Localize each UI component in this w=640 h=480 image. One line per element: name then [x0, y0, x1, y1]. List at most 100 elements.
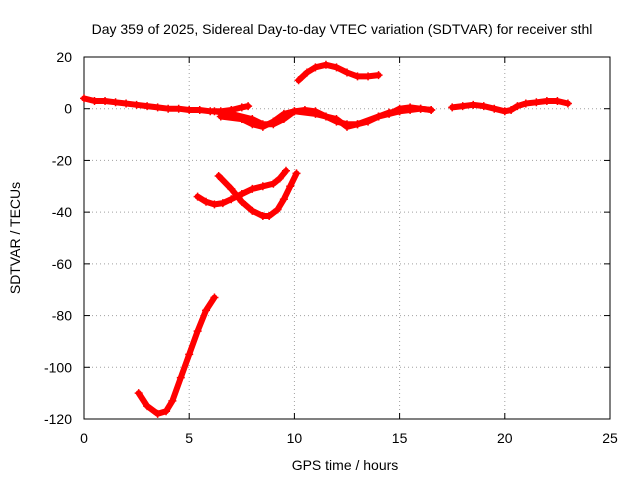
data-point — [321, 60, 330, 69]
y-axis-label: SDTVAR / TECUs — [7, 182, 23, 294]
data-point — [258, 182, 267, 191]
series-arc-8 — [214, 169, 301, 221]
data-point — [332, 115, 341, 124]
data-point — [101, 96, 110, 105]
data-point — [507, 106, 516, 115]
data-point — [237, 103, 246, 112]
data-point — [132, 100, 141, 109]
x-tick-label: 10 — [287, 430, 303, 446]
data-point — [279, 109, 288, 118]
series-arc-7 — [193, 166, 290, 209]
series-arc-9 — [134, 293, 219, 418]
data-point — [353, 72, 362, 81]
data-point — [237, 197, 246, 206]
y-tick-label: -60 — [52, 256, 72, 272]
data-point — [210, 200, 219, 209]
data-point — [248, 184, 257, 193]
x-tick-label: 5 — [185, 430, 193, 446]
data-point — [303, 68, 312, 77]
data-point — [162, 407, 171, 416]
data-point — [143, 102, 152, 111]
data-point — [111, 98, 120, 107]
series-arc-5 — [448, 96, 572, 116]
data-point — [269, 117, 278, 126]
data-point — [563, 99, 572, 108]
data-point — [258, 122, 267, 131]
data-point — [195, 106, 204, 115]
data-point — [185, 106, 194, 115]
data-point — [202, 306, 211, 315]
data-point — [281, 166, 290, 175]
data-point — [248, 206, 257, 215]
data-point — [343, 68, 351, 77]
data-point — [193, 327, 202, 336]
data-point — [153, 103, 162, 112]
data-point — [374, 71, 383, 80]
data-point — [513, 102, 522, 111]
data-point — [122, 99, 131, 108]
data-point — [269, 179, 278, 188]
data-point — [193, 192, 202, 201]
data-point — [353, 120, 362, 129]
data-point — [265, 212, 274, 221]
data-point — [214, 171, 223, 180]
data-point — [143, 402, 152, 411]
y-tick-label: 20 — [56, 49, 72, 65]
data-point — [248, 120, 257, 129]
data-point — [406, 103, 415, 112]
data-point — [500, 107, 509, 116]
data-point — [479, 102, 488, 111]
y-tick-label: -120 — [44, 411, 72, 427]
data-point — [174, 104, 183, 113]
data-point — [395, 104, 404, 113]
x-axis-label: GPS time / hours — [292, 457, 399, 473]
data-point — [553, 96, 562, 105]
y-tick-label: -100 — [44, 359, 72, 375]
series-line — [217, 108, 403, 130]
y-tick-label: -80 — [52, 308, 72, 324]
data-point — [292, 169, 301, 178]
data-point — [385, 109, 394, 118]
series-arc-3 — [216, 107, 404, 131]
data-point — [134, 389, 143, 398]
y-tick-label: -20 — [52, 152, 72, 168]
x-tick-label: 0 — [80, 430, 88, 446]
data-point — [210, 293, 219, 302]
x-tick-label: 20 — [497, 430, 513, 446]
series-arc-4 — [385, 103, 436, 118]
series-line — [135, 294, 218, 417]
data-point — [153, 409, 162, 418]
data-point — [218, 199, 227, 208]
series-layer — [80, 60, 572, 418]
data-point — [343, 122, 351, 131]
data-point — [458, 102, 467, 111]
x-tick-label: 15 — [392, 430, 408, 446]
data-point — [290, 107, 299, 116]
data-point — [532, 98, 541, 107]
data-point — [469, 100, 478, 109]
data-point — [210, 107, 219, 116]
data-point — [168, 396, 177, 405]
data-point — [279, 195, 288, 204]
data-point — [237, 115, 246, 124]
x-tick-label: 25 — [602, 430, 618, 446]
y-tick-label: -40 — [52, 204, 72, 220]
data-point — [427, 106, 436, 115]
data-point — [416, 104, 425, 113]
data-point — [332, 63, 341, 72]
data-point — [311, 63, 320, 72]
data-point — [273, 205, 282, 214]
data-point — [202, 197, 211, 206]
data-point — [448, 103, 457, 112]
data-point — [311, 109, 320, 118]
plot-frame — [83, 56, 611, 420]
data-point — [374, 112, 383, 121]
data-point — [185, 350, 194, 359]
data-point — [275, 174, 284, 183]
data-point — [80, 94, 88, 103]
data-point — [216, 112, 225, 121]
data-point — [227, 195, 236, 204]
data-point — [490, 104, 499, 113]
data-point — [176, 373, 185, 382]
